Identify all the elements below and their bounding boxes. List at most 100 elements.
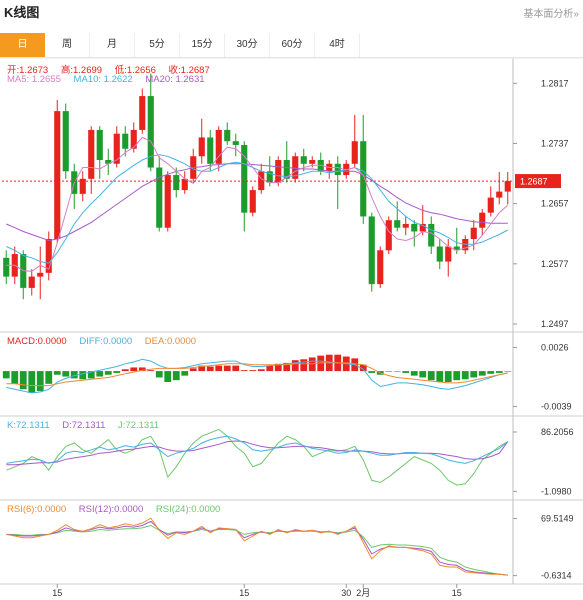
macd-bar xyxy=(19,371,27,390)
ma5-label: MA5: xyxy=(7,74,30,85)
candle-body xyxy=(54,111,61,239)
candle-body xyxy=(181,178,188,191)
candle-body xyxy=(164,175,171,228)
diff-line xyxy=(6,358,508,394)
macd-bar xyxy=(495,371,503,373)
candle-body xyxy=(283,160,290,179)
d-line xyxy=(6,440,509,466)
k-line xyxy=(6,435,509,464)
macd-bar xyxy=(104,371,112,375)
macd-bar xyxy=(402,371,410,373)
candle-body xyxy=(37,272,44,277)
macd-bar xyxy=(478,371,486,376)
macd-bar xyxy=(436,371,444,382)
tab-5min[interactable]: 5分 xyxy=(135,33,180,57)
candle-body xyxy=(207,137,214,164)
candle-body xyxy=(113,133,120,164)
macd-bar xyxy=(470,371,478,378)
candle-body xyxy=(122,133,129,149)
open-value: 1.2673 xyxy=(19,65,49,76)
macd-bar xyxy=(487,371,495,374)
rsi6-line xyxy=(6,517,508,576)
macd-bar xyxy=(300,359,308,372)
candle-body xyxy=(215,129,222,164)
candle-body xyxy=(411,223,418,232)
candle-body xyxy=(62,111,69,172)
macd-bar xyxy=(283,362,291,372)
candle-body xyxy=(139,96,146,130)
candle-body xyxy=(28,276,35,288)
macd-bar xyxy=(36,371,44,392)
j-value: 72.1311 xyxy=(125,420,160,431)
ma10-value: 1.2622 xyxy=(103,74,133,85)
low-label: 低: xyxy=(114,65,127,76)
macd-bar xyxy=(206,366,214,372)
macd-bar xyxy=(198,365,206,372)
price-tick-label: 1.2497 xyxy=(541,319,569,329)
macd-bar xyxy=(53,371,61,375)
candle-body xyxy=(105,160,112,164)
candle-body xyxy=(266,171,273,183)
macd-bar xyxy=(28,371,36,393)
macd-bar xyxy=(232,365,240,372)
tab-30min[interactable]: 30分 xyxy=(225,33,270,57)
rsi6-value: 0.0000 xyxy=(37,504,67,515)
macd-value: 0.0000 xyxy=(37,336,67,347)
tab-60min[interactable]: 60分 xyxy=(270,33,315,57)
candle-body xyxy=(419,223,426,232)
ma20-label: MA20: xyxy=(145,74,173,85)
macd-bar xyxy=(121,369,129,372)
tab-month[interactable]: 月 xyxy=(90,33,135,57)
rsi24-value: 0.0000 xyxy=(191,504,221,515)
price-tick-label: 1.2577 xyxy=(541,259,569,269)
tab-15min[interactable]: 15分 xyxy=(180,33,225,57)
macd-bar xyxy=(113,371,121,373)
macd-tick-label: -0.0039 xyxy=(541,402,572,412)
macd-bar xyxy=(385,371,393,372)
price-tick-label: 1.2817 xyxy=(541,78,569,88)
close-label: 收: xyxy=(168,65,181,76)
x-tick-label: 15 xyxy=(52,588,62,598)
macd-tick-label: 0.0026 xyxy=(541,342,569,352)
macd-bar xyxy=(444,371,452,382)
macd-bar xyxy=(453,371,461,381)
rsi12-line xyxy=(6,520,508,576)
tab-4hour[interactable]: 4时 xyxy=(315,33,360,57)
high-value: 1.2699 xyxy=(72,65,103,76)
ma-legend: MA5: 1.2655 MA10: 1.2622 MA20: 1.2631 xyxy=(7,74,215,85)
low-value: 1.2656 xyxy=(126,65,156,76)
j-label: J: xyxy=(118,420,126,431)
candle-body xyxy=(249,190,256,213)
macd-bar xyxy=(45,371,53,384)
macd-bar xyxy=(181,371,189,376)
candle-body xyxy=(334,163,341,176)
ma10-label: MA10: xyxy=(73,74,101,85)
macd-bar xyxy=(96,371,104,377)
macd-bar xyxy=(393,371,401,372)
tab-week[interactable]: 周 xyxy=(45,33,90,57)
candle-body xyxy=(96,129,103,161)
rsi-tick-label: -0.6314 xyxy=(541,571,572,581)
current-price-tag xyxy=(515,174,561,189)
fundamental-analysis-link[interactable]: 基本面分析» xyxy=(523,9,579,20)
rsi12-label: RSI(12): xyxy=(78,504,115,515)
dea-line xyxy=(6,362,508,387)
macd-bar xyxy=(2,371,10,379)
macd-bar xyxy=(368,371,376,373)
candle-body xyxy=(479,212,486,228)
candle-body xyxy=(470,227,477,239)
candle-body xyxy=(436,246,443,262)
tab-day[interactable]: 日 xyxy=(0,33,45,57)
candle-body xyxy=(45,238,52,273)
macd-bar xyxy=(427,371,435,381)
candle-body xyxy=(428,223,435,247)
macd-bar xyxy=(410,371,418,376)
macd-bar xyxy=(87,371,95,379)
candle-body xyxy=(394,220,401,228)
candle-body xyxy=(309,160,316,164)
macd-bar xyxy=(147,370,155,372)
diff-value: 0.0000 xyxy=(103,336,133,347)
macd-bar xyxy=(215,365,223,372)
macd-bar xyxy=(172,371,180,381)
